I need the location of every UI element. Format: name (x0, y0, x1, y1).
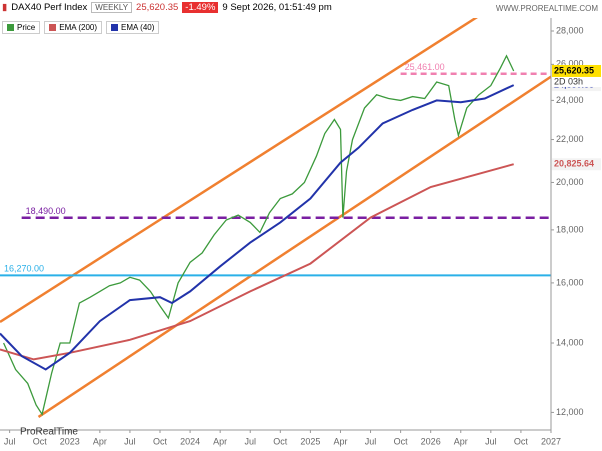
legend-label: Price (17, 23, 36, 32)
legend-label: EMA (40) (121, 23, 155, 32)
x-tick-label: Apr (213, 436, 227, 446)
legend-swatch (49, 24, 57, 31)
x-tick-label: 2025 (300, 436, 320, 446)
legend-item[interactable]: EMA (40) (106, 21, 160, 34)
x-tick-label: 2024 (180, 436, 200, 446)
price-last-label: 25,620.35 (554, 65, 594, 75)
x-tick-label: 2023 (60, 436, 80, 446)
series-line (3, 54, 515, 416)
countdown: 2D 03h (554, 76, 583, 86)
legend-label: EMA (200) (59, 23, 98, 32)
last-price: 25,620.35 (136, 2, 179, 13)
y-tick-label: 24,000 (556, 95, 584, 105)
level-label: 18,490.00 (26, 206, 66, 216)
countdown-bg (552, 76, 601, 87)
y-tick-label: 18,000 (556, 224, 584, 234)
legend-item[interactable]: Price (2, 21, 41, 34)
channel-line (37, 75, 551, 418)
x-tick-label: Oct (33, 436, 48, 446)
x-tick-label: Jul (244, 436, 256, 446)
x-tick-label: Apr (454, 436, 468, 446)
icon: ▮ (2, 2, 8, 13)
price-last-label-bg (552, 64, 601, 77)
axes: 12,000 14,000 16,000 18,000 20,000 22,000 24,0… (0, 18, 601, 446)
series-line (0, 163, 514, 361)
legend: Price EMA (200) EMA (40) (2, 21, 160, 34)
x-tick-label: Oct (514, 436, 529, 446)
y-tick-label: 26,000 (556, 59, 584, 69)
y-tick-label: 14,000 (556, 337, 584, 347)
x-tick-label: Jul (124, 436, 136, 446)
x-tick-label: Apr (93, 436, 107, 446)
y-tick-label: 12,000 (556, 407, 584, 417)
x-tick-label: Jul (485, 436, 497, 446)
y-tick-label: 22,000 (556, 134, 584, 144)
y-tick-label: 20,000 (556, 177, 584, 187)
x-tick-label: Oct (394, 436, 409, 446)
plot-area: 18,490.00 16,270.00 25,461.00 (0, 18, 551, 418)
instrument: DAX40 Perf Index (11, 2, 88, 13)
x-tick-label: Oct (273, 436, 288, 446)
x-tick-label: Apr (333, 436, 347, 446)
y-tick-label: 28,000 (556, 25, 584, 35)
level-label: 25,461.00 (405, 62, 445, 72)
x-tick-label: 2026 (421, 436, 441, 446)
legend-item[interactable]: EMA (200) (44, 21, 103, 34)
x-tick-label: Jul (4, 436, 16, 446)
timeframe[interactable]: WEEKLY (91, 2, 133, 13)
series-line (0, 84, 515, 371)
watermark: ProRealTime (20, 427, 78, 438)
header: ▮ DAX40 Perf Index WEEKLY 25,620.35 -1.4… (2, 2, 332, 13)
ema-last-label: 20,825.64 (554, 159, 594, 169)
ema-last-label-bg (552, 158, 601, 171)
change: -1.49% (182, 2, 219, 13)
x-tick-label: Oct (153, 436, 168, 446)
legend-swatch (111, 24, 119, 31)
channel-line (0, 18, 478, 324)
level-label: 16,270.00 (4, 264, 44, 274)
y-tick-label: 16,000 (556, 277, 584, 287)
legend-swatch (7, 24, 14, 31)
datetime: 9 Sept 2026, 01:51:49 pm (222, 2, 332, 13)
x-tick-label: 2027 (541, 436, 561, 446)
x-tick-label: Jul (365, 436, 377, 446)
site: WWW.PROREALTIME.COM (495, 4, 598, 13)
